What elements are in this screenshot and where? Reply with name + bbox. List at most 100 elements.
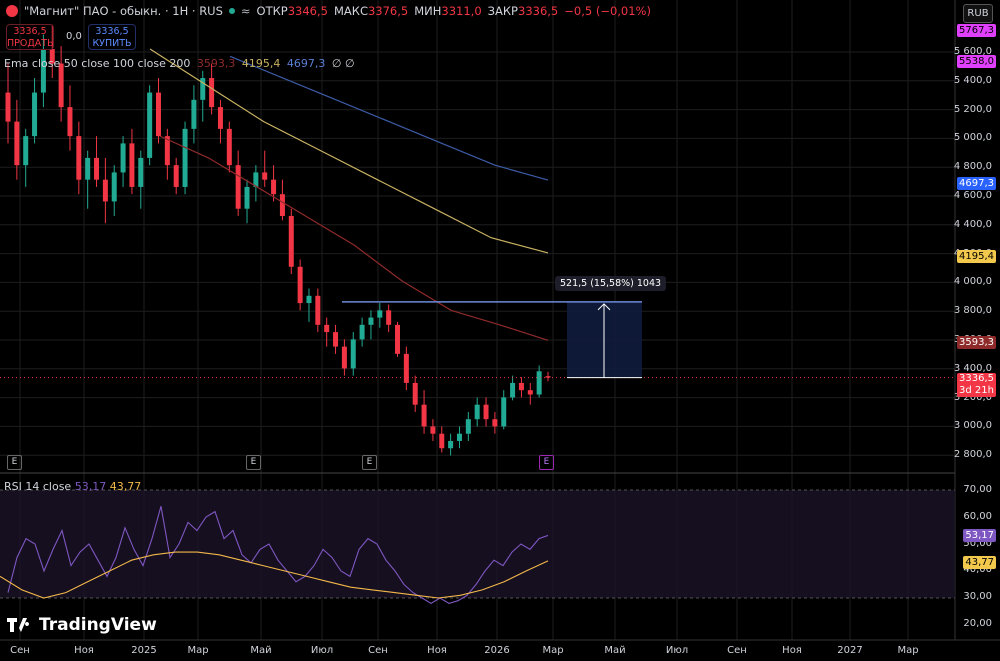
symbol-header[interactable]: "Магнит" ПАО - обыкн. · 1Н · RUS ≈ ОТКР 3…	[6, 4, 651, 18]
buy-button[interactable]: 3336,5 КУПИТЬ	[88, 24, 136, 50]
rsi-ma-label-right: 43,77	[963, 556, 996, 569]
high-label: МАКС	[333, 4, 368, 18]
candle-body	[279, 194, 285, 216]
candle-body	[173, 165, 179, 187]
price-tick: 3 200,0	[953, 391, 992, 403]
candle-body	[217, 107, 223, 129]
candle-body	[386, 310, 392, 325]
rsi-tick: 20,00	[963, 618, 992, 629]
candle-body	[333, 332, 339, 347]
candle-body	[40, 49, 46, 93]
candle-body	[412, 382, 418, 405]
candle-body	[67, 107, 73, 137]
close-label: ЗАКР	[487, 4, 518, 18]
symbol-title[interactable]: "Магнит" ПАО - обыкн. · 1Н · RUS	[24, 4, 223, 18]
price-tick: 4 000,0	[953, 276, 992, 288]
brand-name: TradingView	[39, 615, 157, 635]
candle-body	[545, 376, 551, 378]
measure-arrowhead	[597, 303, 611, 311]
candle-body	[244, 186, 250, 209]
candle-body	[395, 324, 401, 354]
price-tick: 3 400,0	[953, 362, 992, 374]
candle-body	[350, 339, 356, 369]
candle-body	[306, 295, 312, 304]
close-value: 3336,5	[518, 4, 559, 18]
rsi-legend[interactable]: RSI 14 close 53,17 43,77	[4, 480, 141, 493]
rsi-band	[0, 490, 955, 598]
candle-body	[164, 136, 170, 166]
price-tick: 5 600,0	[953, 46, 992, 57]
candle-body	[58, 63, 64, 108]
tradingview-icon	[7, 618, 30, 632]
rsi-tick: 50,00	[963, 537, 992, 549]
time-tick: Сен	[10, 645, 30, 656]
candle-body	[226, 128, 232, 166]
candle-body	[111, 172, 117, 202]
change-value: −0,5 (−0,01%)	[564, 4, 651, 18]
candle-body	[191, 99, 197, 129]
measure-tooltip: 521,5 (15,58%) 1043	[555, 276, 667, 291]
candle-body	[155, 92, 161, 137]
time-tick: Сен	[727, 645, 747, 656]
sell-button[interactable]: 3336,5 ПРОДАТЬ	[6, 24, 54, 50]
price-label-ema200: 4697,3	[957, 177, 996, 190]
time-tick: 2027	[837, 645, 863, 656]
time-tick: Май	[604, 645, 626, 656]
sell-price: 3336,5	[13, 26, 47, 37]
time-tick: Мар	[542, 645, 564, 656]
low-label: МИН	[414, 4, 442, 18]
price-tick: 4 600,0	[953, 190, 992, 201]
candle-body	[527, 390, 533, 395]
candle-body	[32, 92, 38, 137]
compare-icon[interactable]: ≈	[240, 4, 251, 18]
time-tick: 2025	[131, 645, 157, 656]
earnings-marker[interactable]: E	[7, 455, 22, 470]
rsi-tick: 60,00	[963, 510, 992, 522]
earnings-marker-upcoming[interactable]: E	[539, 455, 554, 470]
candle-body	[456, 433, 462, 441]
candle-body	[23, 136, 29, 166]
candle-body	[297, 266, 303, 304]
price-label-top: 5767,3	[957, 24, 996, 37]
candle-body	[492, 419, 498, 427]
time-tick: Ноя	[782, 645, 802, 656]
earnings-marker[interactable]: E	[362, 455, 377, 470]
time-tick: Мар	[187, 645, 209, 656]
time-tick: Сен	[368, 645, 388, 656]
candle-body	[518, 382, 524, 391]
price-tick: 5 000,0	[953, 132, 992, 144]
time-tick: Мар	[897, 645, 919, 656]
currency-selector[interactable]: RUB	[963, 4, 993, 23]
spread-value: 0,0	[66, 31, 82, 42]
ema50-line	[159, 135, 549, 341]
rsi-value: 53,17	[74, 480, 107, 493]
candle-body	[94, 157, 100, 180]
candle-body	[120, 143, 126, 173]
candle-body	[465, 419, 471, 434]
candle-body	[315, 295, 321, 325]
earnings-marker[interactable]: E	[246, 455, 261, 470]
rsi-tick: 40,00	[963, 564, 992, 576]
tradingview-logo[interactable]: TradingView	[7, 615, 157, 635]
sell-label: ПРОДАТЬ	[7, 38, 54, 49]
time-tick: Ноя	[74, 645, 94, 656]
time-tick: 2026	[484, 645, 510, 656]
candle-body	[262, 172, 268, 180]
price-tick: 4 400,0	[953, 218, 992, 230]
candle-body	[14, 121, 20, 166]
buy-label: КУПИТЬ	[92, 38, 132, 49]
price-tick: 5 400,0	[953, 74, 992, 86]
candle-body	[430, 426, 436, 434]
ema200-value: 4697,3	[286, 57, 326, 70]
price-label-5538: 5538,0	[957, 55, 996, 68]
candle-body	[102, 179, 108, 202]
ema100-value: 4195,4	[241, 57, 281, 70]
candle-body	[129, 143, 135, 187]
ema-legend[interactable]: Ema close 50 close 100 close 200 3593,3 …	[4, 57, 358, 70]
last-price: 3336,5	[959, 373, 994, 384]
time-tick: Июл	[665, 645, 689, 656]
candle-body	[288, 215, 294, 267]
candle-body	[271, 179, 277, 195]
rsi-tick: 70,00	[963, 484, 992, 495]
